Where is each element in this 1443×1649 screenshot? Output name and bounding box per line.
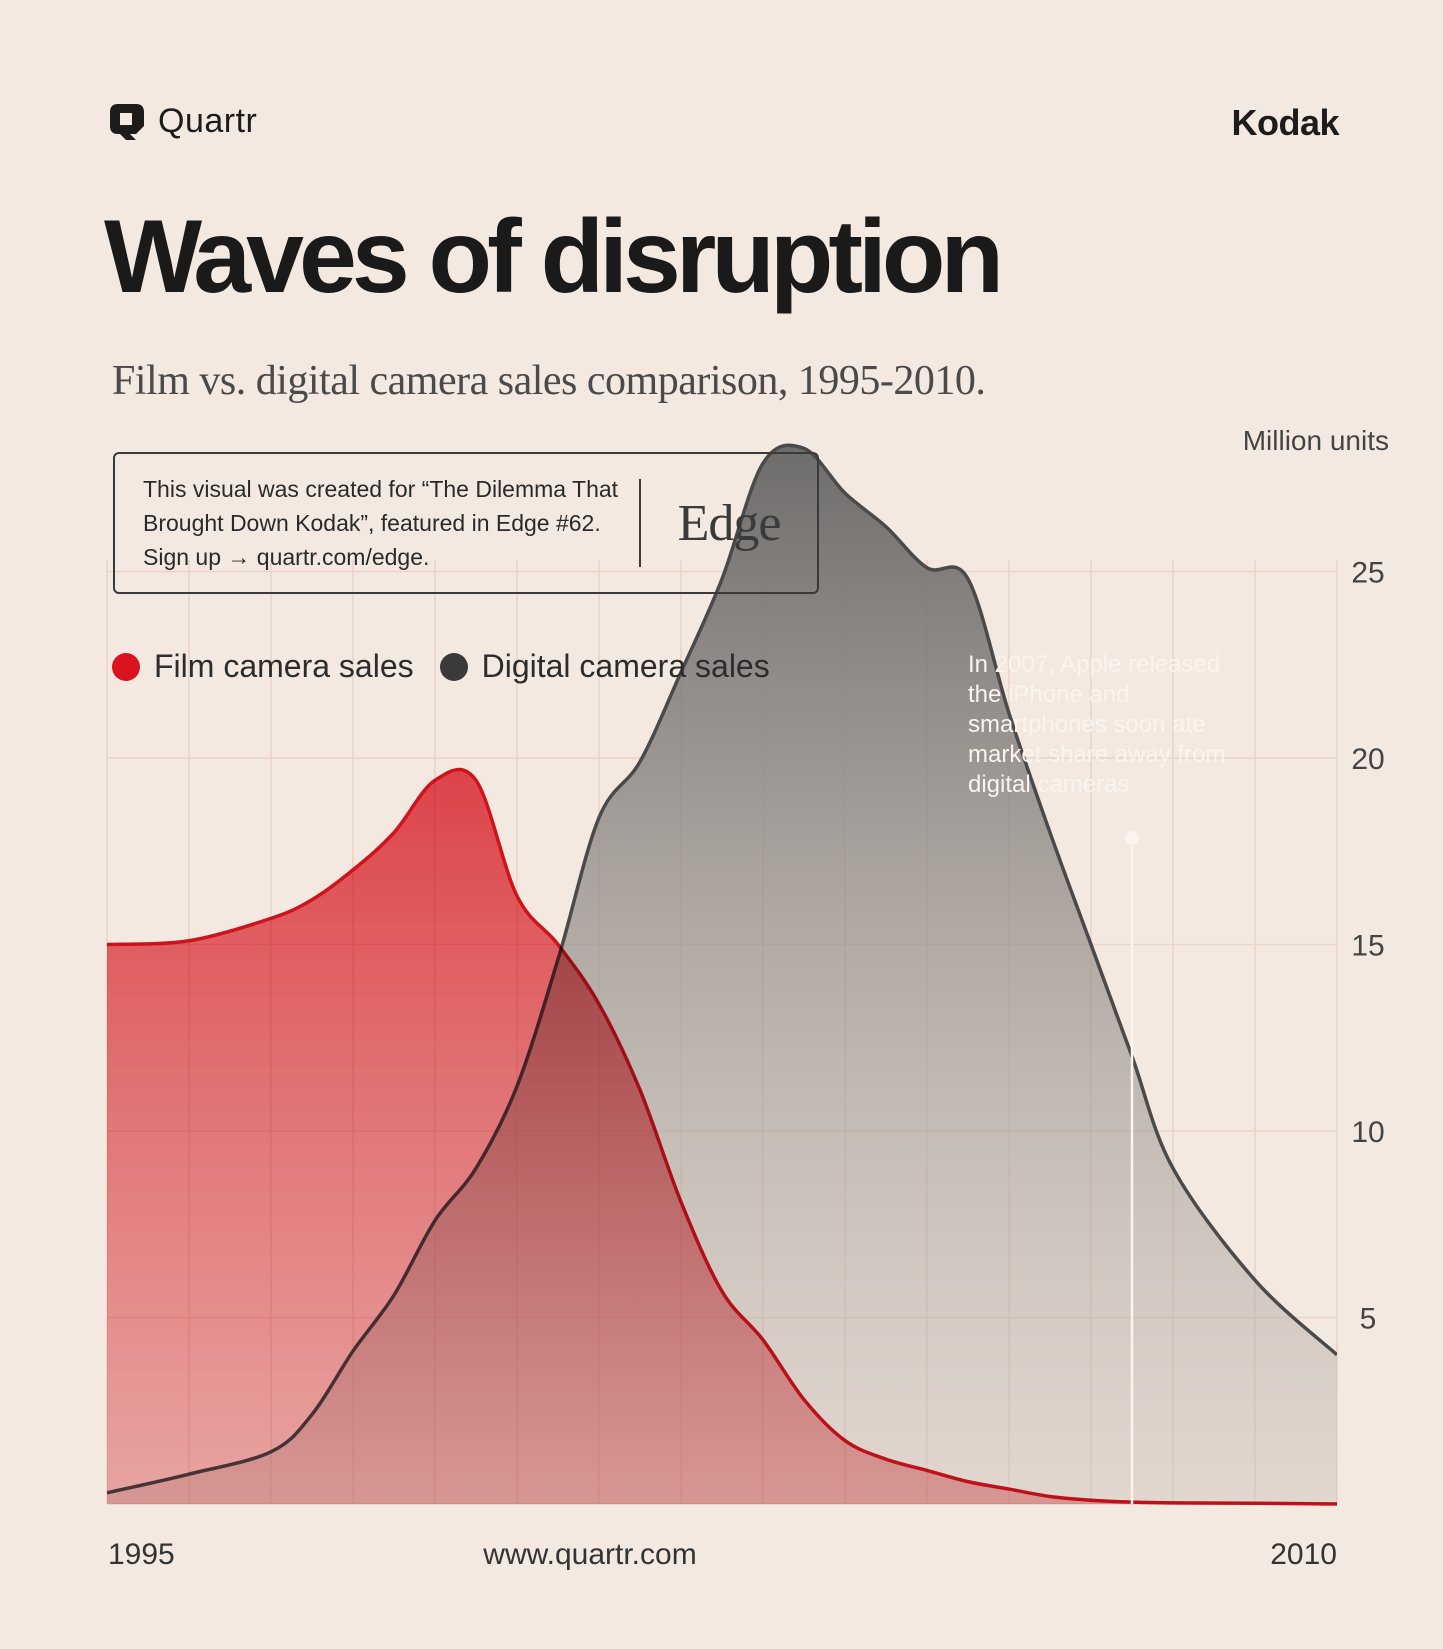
edge-logo: Edge	[677, 494, 782, 552]
brand-name: Quartr	[158, 101, 258, 140]
film-series	[106, 767, 1338, 1506]
y-axis-label: Million units	[1242, 425, 1389, 456]
y-tick-label: 5	[1360, 1303, 1377, 1336]
y-axis: 5 10 15 20 25	[1351, 557, 1384, 1336]
digital-area	[107, 445, 1337, 1504]
legend: Film camera sales Digital camera sales	[112, 648, 796, 685]
annotation-dot	[1125, 831, 1139, 845]
legend-dot-film	[112, 652, 140, 681]
legend-label-film: Film camera sales	[154, 648, 414, 684]
annotation-text: In 2007, Apple released the iPhone and s…	[968, 651, 1226, 798]
y-tick-label: 20	[1351, 743, 1384, 776]
info-divider	[639, 479, 641, 567]
film-line	[106, 767, 1338, 1506]
footer-url: www.quartr.com	[483, 1538, 697, 1571]
x-tick-start: 1995	[108, 1538, 175, 1571]
y-tick-label: 25	[1351, 557, 1384, 590]
y-tick-label: 10	[1351, 1116, 1384, 1149]
company-name: Kodak	[1231, 102, 1339, 143]
film-area	[107, 769, 1337, 1504]
legend-item-digital: Digital camera sales	[439, 648, 770, 685]
legend-item-film: Film camera sales	[112, 648, 414, 685]
legend-dot-digital	[439, 652, 468, 681]
quartr-icon	[110, 104, 144, 140]
annotation-marker	[1125, 831, 1139, 1504]
brand-logo: Quartr	[106, 100, 257, 142]
info-text: This visual was created for “The Dilemma…	[143, 476, 619, 570]
info-box: This visual was created for “The Dilemma…	[113, 452, 819, 594]
page-title: Waves of disruption	[104, 199, 1004, 315]
y-tick-label: 15	[1351, 930, 1384, 963]
page-subtitle: Film vs. digital camera sales comparison…	[112, 358, 986, 404]
x-tick-end: 2010	[1270, 1538, 1337, 1571]
legend-label-digital: Digital camera sales	[481, 648, 770, 684]
